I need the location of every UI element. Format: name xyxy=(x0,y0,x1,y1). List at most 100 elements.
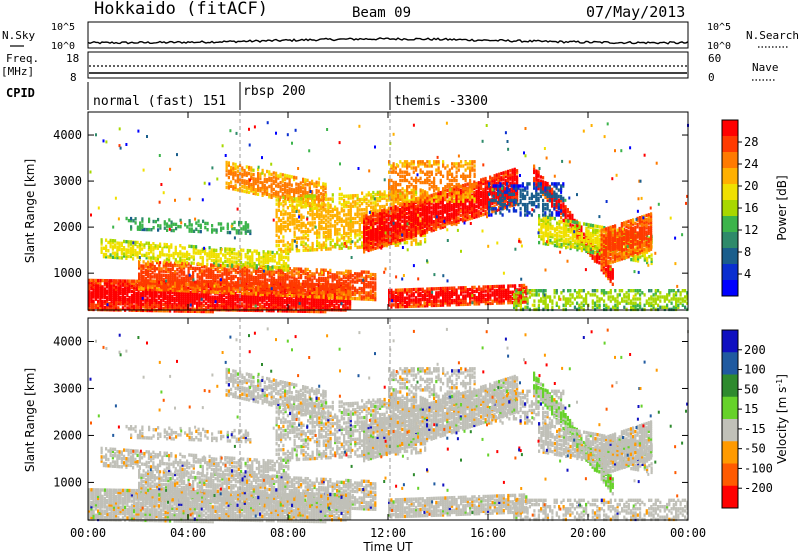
power-cell xyxy=(325,230,328,235)
power-cell xyxy=(205,309,208,314)
power-cell xyxy=(232,166,235,170)
power-cell xyxy=(151,281,154,285)
power-cell xyxy=(154,219,157,224)
power-cell xyxy=(193,229,196,233)
power-cell xyxy=(124,279,127,283)
power-cell xyxy=(336,279,339,283)
power-cell xyxy=(320,202,323,206)
power-cell xyxy=(97,293,100,297)
power-cell xyxy=(360,297,363,301)
power-cell xyxy=(112,281,115,285)
power-cell xyxy=(306,292,309,297)
power-cell xyxy=(202,309,205,314)
power-cell xyxy=(185,282,188,287)
power-cell xyxy=(304,242,307,246)
power-cell xyxy=(284,273,287,277)
power-cell xyxy=(133,283,136,288)
power-cell xyxy=(130,225,133,229)
power-cell xyxy=(264,282,267,286)
power-cell xyxy=(223,306,226,310)
power-cell xyxy=(313,274,316,278)
power-cell xyxy=(266,290,269,295)
power-cell xyxy=(279,282,282,286)
power-cell xyxy=(144,272,147,277)
power-cell xyxy=(153,269,156,273)
power-cell xyxy=(266,288,269,293)
power-cell xyxy=(322,272,325,277)
power-cell xyxy=(153,302,156,307)
power-cell xyxy=(253,261,256,266)
power-cell xyxy=(243,289,246,294)
power-cell xyxy=(101,305,104,310)
power-cell xyxy=(290,305,293,309)
power-cell xyxy=(125,248,128,252)
power-cell xyxy=(169,282,172,286)
power-cell xyxy=(234,306,237,310)
power-cell xyxy=(320,295,323,299)
power-cell xyxy=(277,239,280,244)
power-cell xyxy=(169,307,172,311)
power-cell xyxy=(115,302,118,306)
power-cell xyxy=(110,297,113,302)
power-cell xyxy=(290,301,293,305)
power-cell xyxy=(300,213,303,217)
power-cell xyxy=(232,274,235,279)
power-cell xyxy=(320,285,323,289)
power-cell xyxy=(277,247,280,252)
power-cell xyxy=(211,295,214,299)
power-cell xyxy=(313,297,316,301)
power-cell xyxy=(331,299,334,304)
power-cell xyxy=(376,190,379,195)
power-cell xyxy=(207,293,210,297)
power-cell xyxy=(326,291,329,295)
power-cell xyxy=(171,278,174,282)
power-cell xyxy=(142,294,145,298)
power-cell xyxy=(92,305,95,310)
power-cell xyxy=(352,229,355,233)
power-cell xyxy=(245,171,248,175)
power-cell xyxy=(207,295,210,299)
power-cell xyxy=(212,278,215,282)
power-cell xyxy=(160,281,163,286)
power-cell xyxy=(327,197,330,201)
power-cell xyxy=(289,220,292,224)
power-cell xyxy=(115,289,118,293)
power-cell xyxy=(338,281,341,286)
power-cell xyxy=(310,293,313,297)
power-cell xyxy=(169,294,172,299)
power-cell xyxy=(182,299,185,303)
power-cell xyxy=(288,271,291,275)
power-cell xyxy=(322,270,325,274)
power-cell xyxy=(190,244,193,249)
power-cell xyxy=(290,183,293,187)
power-cell xyxy=(340,223,343,228)
power-cell xyxy=(138,249,141,253)
power-cell xyxy=(226,222,229,226)
power-cell xyxy=(291,269,294,273)
power-cell xyxy=(354,241,357,245)
power-cell xyxy=(188,244,191,248)
power-cell xyxy=(239,283,242,287)
power-cell xyxy=(243,281,246,285)
power-cell xyxy=(112,293,115,297)
power-cell xyxy=(156,287,159,292)
power-cell xyxy=(217,255,220,259)
power-cell xyxy=(361,197,364,202)
power-cell xyxy=(193,301,196,305)
power-cell xyxy=(279,181,282,185)
power-cell xyxy=(235,262,238,266)
power-cell xyxy=(324,301,327,306)
power-cell xyxy=(112,301,115,306)
power-cell xyxy=(252,306,255,310)
power-cell xyxy=(147,279,150,283)
power-cell xyxy=(184,309,187,313)
power-cell xyxy=(310,297,313,301)
power-cell xyxy=(158,263,161,267)
power-cell xyxy=(100,242,103,246)
power-cell xyxy=(198,301,201,305)
power-cell xyxy=(227,297,230,302)
power-cell xyxy=(189,290,192,295)
power-cell xyxy=(97,278,100,283)
power-cell xyxy=(171,274,174,278)
power-cell xyxy=(166,307,169,311)
